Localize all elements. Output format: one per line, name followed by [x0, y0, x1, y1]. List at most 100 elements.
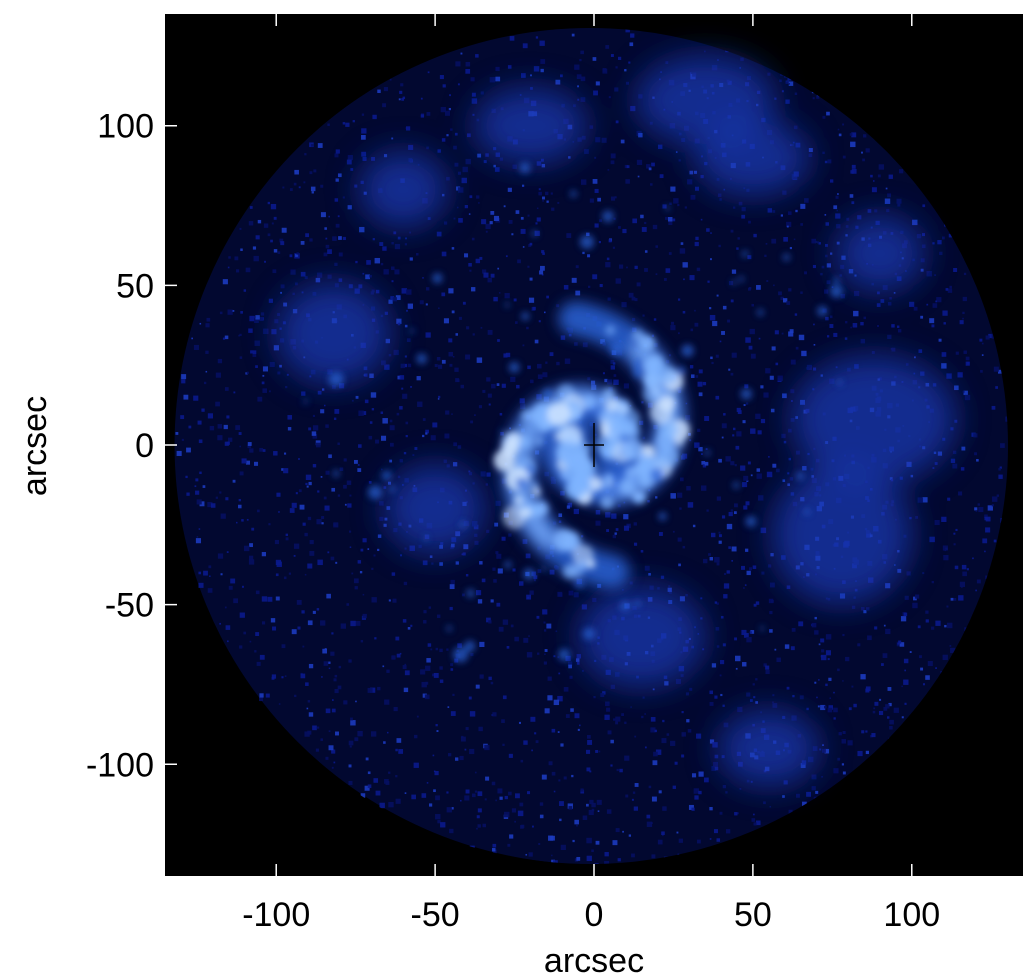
noise-pixel — [812, 264, 817, 269]
noise-pixel — [602, 372, 605, 375]
noise-pixel — [769, 610, 773, 615]
noise-pixel — [601, 137, 607, 143]
noise-pixel — [647, 499, 650, 503]
emission-knot — [528, 505, 541, 517]
noise-pixel — [476, 815, 480, 819]
noise-pixel — [196, 499, 202, 505]
noise-pixel — [362, 538, 367, 543]
noise-pixel — [615, 66, 618, 69]
noise-pixel — [883, 706, 888, 711]
noise-pixel — [752, 683, 755, 686]
noise-pixel — [349, 745, 352, 748]
noise-pixel — [492, 843, 497, 848]
noise-pixel — [496, 602, 501, 607]
noise-pixel — [404, 792, 407, 794]
noise-pixel — [920, 667, 924, 671]
noise-pixel — [675, 678, 682, 685]
noise-pixel — [475, 684, 480, 689]
noise-pixel — [455, 333, 459, 336]
noise-pixel — [632, 317, 636, 322]
noise-pixel — [769, 805, 772, 808]
noise-pixel — [828, 677, 832, 681]
noise-pixel — [543, 311, 546, 314]
noise-pixel — [497, 568, 503, 574]
noise-pixel — [312, 464, 317, 468]
emission-knot — [740, 388, 752, 400]
noise-pixel — [740, 465, 746, 471]
noise-pixel — [867, 209, 872, 213]
noise-pixel — [841, 739, 847, 744]
noise-pixel — [323, 496, 327, 500]
noise-pixel — [737, 706, 743, 713]
noise-pixel — [469, 711, 476, 717]
noise-pixel — [935, 667, 937, 669]
emission-knot — [602, 387, 616, 400]
noise-pixel — [719, 198, 722, 201]
noise-pixel — [906, 571, 911, 576]
noise-pixel — [449, 584, 455, 590]
noise-pixel — [259, 316, 264, 322]
noise-pixel — [389, 78, 392, 81]
noise-pixel — [736, 431, 742, 437]
noise-pixel — [353, 578, 359, 584]
noise-pixel — [443, 459, 447, 463]
noise-pixel — [589, 125, 594, 129]
noise-pixel — [475, 54, 479, 58]
noise-pixel — [311, 431, 317, 436]
noise-pixel — [514, 636, 519, 642]
noise-pixel — [433, 770, 436, 773]
noise-pixel — [426, 146, 429, 150]
noise-pixel — [981, 354, 984, 356]
noise-pixel — [373, 554, 376, 557]
noise-pixel — [791, 627, 796, 632]
noise-pixel — [283, 302, 288, 307]
noise-pixel — [741, 214, 746, 219]
emission-knot — [520, 507, 532, 518]
noise-pixel — [485, 483, 489, 486]
noise-pixel — [371, 408, 375, 411]
noise-pixel — [709, 314, 716, 321]
noise-pixel — [742, 482, 748, 488]
noise-pixel — [362, 613, 367, 619]
noise-pixel — [541, 163, 546, 168]
noise-pixel — [631, 853, 635, 858]
noise-pixel — [248, 555, 254, 560]
noise-pixel — [347, 155, 353, 161]
noise-pixel — [774, 330, 779, 335]
noise-pixel — [283, 468, 289, 474]
noise-pixel — [308, 712, 314, 717]
noise-pixel — [935, 620, 941, 626]
noise-pixel — [774, 648, 777, 651]
noise-pixel — [290, 269, 296, 275]
noise-pixel — [765, 368, 771, 374]
noise-pixel — [950, 458, 956, 463]
noise-pixel — [747, 255, 752, 260]
noise-pixel — [915, 594, 920, 599]
noise-pixel — [767, 208, 773, 213]
noise-pixel — [453, 145, 457, 150]
diffuse-patch — [695, 119, 811, 196]
noise-pixel — [536, 615, 540, 619]
noise-pixel — [719, 811, 723, 815]
noise-pixel — [826, 280, 831, 285]
noise-pixel — [441, 138, 446, 142]
noise-pixel — [769, 629, 773, 633]
noise-pixel — [748, 567, 753, 571]
noise-pixel — [945, 288, 949, 291]
noise-pixel — [657, 839, 663, 845]
noise-pixel — [539, 814, 544, 819]
noise-pixel — [644, 221, 647, 225]
noise-pixel — [637, 175, 640, 178]
noise-pixel — [250, 350, 254, 354]
noise-pixel — [239, 333, 242, 337]
noise-pixel — [833, 691, 835, 694]
noise-pixel — [849, 133, 853, 136]
noise-pixel — [602, 691, 606, 695]
noise-pixel — [644, 268, 648, 272]
noise-pixel — [457, 187, 464, 193]
noise-pixel — [642, 314, 645, 317]
noise-pixel — [985, 335, 990, 340]
noise-pixel — [439, 648, 443, 653]
noise-pixel — [323, 661, 329, 666]
noise-pixel — [610, 196, 616, 201]
